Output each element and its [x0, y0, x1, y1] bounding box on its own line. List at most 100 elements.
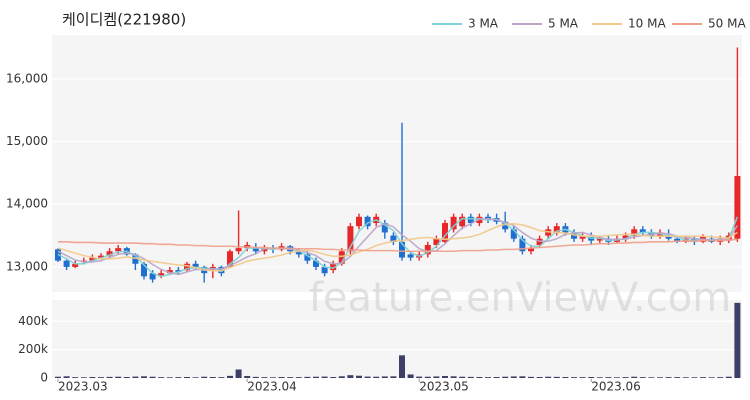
candle-body	[510, 229, 517, 239]
volume-bar	[467, 376, 474, 378]
volume-bar	[545, 376, 552, 378]
volume-bar	[287, 377, 294, 378]
ma-line	[57, 217, 739, 276]
candle-body	[192, 263, 199, 267]
y-tick-label: 0	[40, 371, 48, 385]
chart-title: 케이디켐(221980)	[62, 11, 186, 29]
candle-body	[227, 251, 233, 267]
volume-bar	[536, 377, 543, 378]
volume-bar	[313, 376, 319, 378]
candle-body	[433, 238, 440, 245]
volume-bar	[295, 377, 302, 378]
candle-body	[89, 257, 96, 261]
volume-bar	[424, 376, 431, 378]
volume-bar	[519, 376, 526, 378]
volume-bar	[209, 377, 216, 378]
volume-bar	[725, 376, 732, 378]
legend-label: 10 MA	[628, 17, 666, 31]
volume-bar	[717, 377, 724, 378]
candle-body	[330, 263, 337, 271]
candle-body	[467, 216, 474, 224]
candle-body	[364, 216, 371, 227]
candle-body	[519, 238, 526, 252]
candle-body	[407, 254, 414, 258]
volume-bar	[450, 376, 457, 378]
candle-body	[235, 248, 242, 252]
candle-body	[381, 223, 388, 233]
candle-body	[399, 241, 405, 258]
candle-body	[175, 270, 182, 272]
candle-body	[622, 235, 629, 239]
x-tick-label: 2023.03	[58, 380, 108, 394]
volume-bar	[579, 377, 586, 378]
volume-bar	[201, 376, 208, 378]
candle-body	[132, 254, 139, 264]
x-tick-label: 2023.06	[591, 380, 641, 394]
watermark: feature.enViewV.com	[309, 275, 731, 321]
volume-bar	[648, 377, 655, 378]
volume-bar	[416, 376, 423, 378]
volume-bar	[605, 377, 612, 378]
volume-bar	[321, 376, 328, 378]
volume-bar	[639, 377, 646, 378]
volume-bar	[347, 375, 354, 378]
volume-bar	[399, 355, 405, 378]
candle-body	[338, 251, 345, 264]
volume-bar	[588, 377, 595, 378]
volume-bar	[175, 377, 182, 378]
candle-body	[734, 176, 741, 239]
candle-body	[665, 235, 672, 239]
legend-label: 50 MA	[708, 17, 746, 31]
y-tick-label: 15,000	[6, 134, 48, 148]
candle-body	[579, 235, 586, 239]
x-tick-label: 2023.04	[247, 380, 297, 394]
candle-body	[98, 255, 104, 258]
candle-body	[442, 223, 448, 242]
candle-body	[390, 235, 397, 242]
volume-bar	[149, 376, 156, 378]
volume-bar	[80, 377, 87, 378]
candle-body	[459, 216, 466, 227]
volume-bar	[89, 377, 96, 378]
volume-bar	[184, 377, 190, 378]
volume-bar	[622, 377, 629, 378]
volume-bar	[708, 377, 715, 378]
candle-body	[450, 216, 457, 230]
volume-bar	[158, 377, 165, 378]
volume-bar	[244, 376, 251, 378]
volume-bar	[364, 376, 371, 378]
candle-body	[63, 260, 70, 267]
candle-body	[596, 238, 603, 241]
candle-body	[553, 226, 560, 233]
x-tick-label: 2023.05	[419, 380, 469, 394]
volume-bar	[571, 377, 577, 378]
volume-bar	[691, 377, 698, 378]
volume-bar	[330, 377, 337, 378]
volume-bar	[665, 377, 672, 378]
volume-bar	[476, 377, 483, 378]
y-tick-label: 13,000	[6, 259, 48, 273]
candle-body	[141, 263, 147, 277]
candle-body	[502, 221, 509, 230]
volume-bar	[278, 377, 285, 378]
volume-bar	[510, 376, 517, 378]
candle-body	[347, 226, 354, 252]
volume-bar	[132, 376, 139, 378]
volume-bar	[166, 377, 173, 378]
volume-bar	[553, 376, 560, 378]
volume-bar	[433, 376, 440, 378]
legend-label: 5 MA	[548, 17, 579, 31]
candle-body	[321, 266, 328, 274]
volume-bar	[700, 377, 706, 378]
volume-bar	[304, 376, 311, 378]
volume-bar	[235, 369, 242, 378]
candle-body	[356, 216, 362, 227]
volume-bar	[270, 377, 276, 378]
volume-bar	[338, 376, 345, 378]
volume-bar	[442, 376, 448, 378]
candle-body	[184, 263, 190, 271]
volume-bar	[485, 377, 491, 378]
volume-bar	[407, 374, 414, 378]
volume-bar	[373, 376, 380, 378]
volume-bar	[528, 376, 534, 378]
